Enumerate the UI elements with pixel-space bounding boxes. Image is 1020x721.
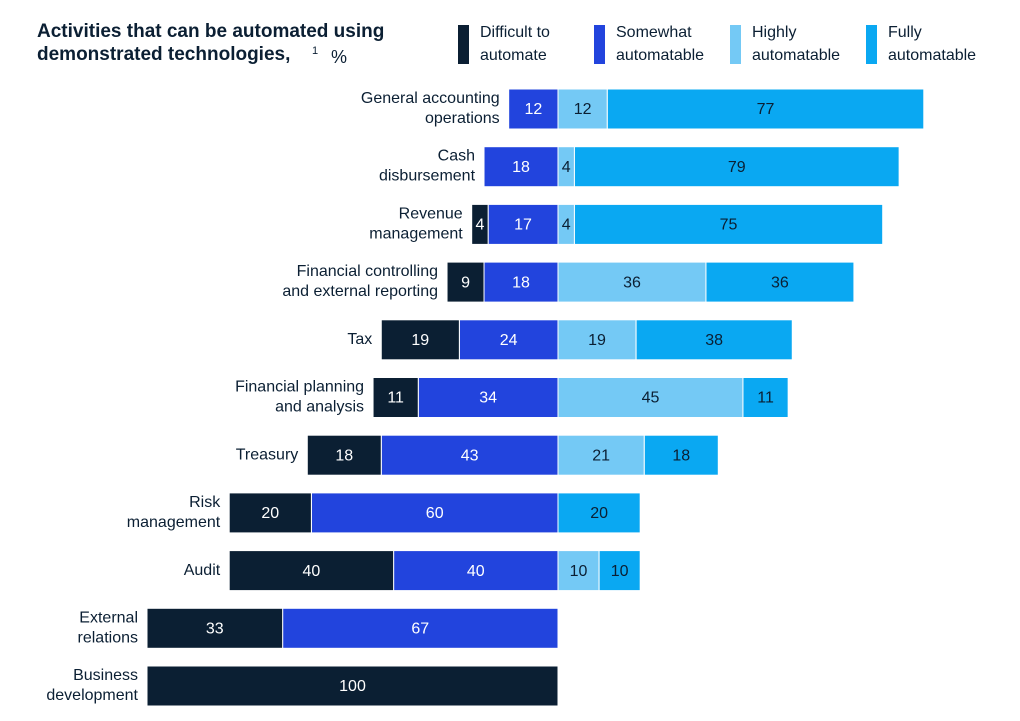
data-label: 36: [771, 274, 789, 291]
data-label: 10: [611, 563, 629, 580]
category-label: Financial planning and analysis: [235, 379, 364, 416]
bar-segment: [417, 377, 559, 418]
category-label: Treasury: [236, 446, 299, 463]
title-footnote: 1: [312, 45, 318, 57]
bar-segment: [606, 88, 925, 130]
bar-segment: [635, 319, 793, 361]
data-label: 20: [590, 505, 608, 522]
category-label: Cash disbursement: [379, 148, 476, 185]
data-label: 11: [387, 390, 404, 407]
legend-swatch: [458, 25, 469, 64]
data-label: 10: [570, 563, 588, 580]
data-label: 24: [500, 332, 518, 349]
bar-segment: [643, 434, 719, 476]
data-label: 60: [426, 505, 444, 522]
bar-segment: [483, 261, 559, 303]
title-unit: %: [331, 47, 347, 67]
chart-title: Activities that can be automated using de…: [37, 21, 384, 65]
data-label: 100: [339, 678, 366, 695]
bar-segment: [146, 607, 284, 649]
data-label: 36: [623, 274, 641, 291]
category-label: Business development: [46, 667, 138, 704]
bar-segment: [557, 319, 637, 361]
bar-segment: [146, 665, 559, 707]
data-label: 11: [757, 390, 774, 407]
legend-swatch: [730, 25, 741, 64]
category-label: General accounting operations: [361, 90, 500, 127]
data-label: 18: [512, 274, 530, 291]
bar-segment: [228, 550, 395, 592]
data-label: 40: [467, 563, 485, 580]
bar-segment: [228, 492, 312, 534]
data-label: 4: [562, 159, 571, 176]
bar-segment: [446, 261, 485, 303]
category-label: Tax: [347, 331, 372, 348]
category-label: Risk management: [127, 494, 221, 531]
data-label: 19: [411, 332, 429, 349]
data-label: 40: [303, 563, 321, 580]
bar-segment: [487, 203, 559, 245]
bar-segment: [282, 607, 559, 649]
data-label: 21: [592, 447, 610, 464]
legend-label: Fully automatable: [888, 24, 976, 64]
data-label: 67: [411, 621, 429, 638]
bar-segment: [508, 88, 559, 130]
data-label: 18: [335, 447, 353, 464]
category-label: Audit: [184, 562, 221, 579]
bar-segment: [557, 492, 641, 534]
bar-segment: [458, 319, 559, 361]
bar-segment: [380, 319, 460, 361]
data-label: 17: [514, 217, 532, 234]
data-label: 18: [672, 447, 690, 464]
bar-segment: [705, 261, 855, 303]
data-label: 4: [562, 217, 571, 234]
data-label: 34: [479, 390, 497, 407]
bar-segment: [380, 434, 559, 476]
legend-swatch: [594, 25, 605, 64]
data-label: 38: [705, 332, 723, 349]
bar-segment: [573, 203, 884, 245]
category-label: Revenue management: [369, 206, 463, 243]
bar-segment: [557, 377, 744, 418]
legend-swatch: [866, 25, 877, 64]
bar-segment: [573, 146, 900, 188]
data-label: 18: [512, 159, 530, 176]
bar-segment: [557, 434, 645, 476]
data-label: 12: [524, 101, 542, 118]
data-label: 19: [588, 332, 606, 349]
data-label: 12: [574, 101, 592, 118]
bar-segment: [742, 377, 789, 418]
data-label: 4: [475, 217, 484, 234]
data-label: 45: [642, 390, 660, 407]
data-label: 79: [728, 159, 746, 176]
data-label: 77: [757, 101, 775, 118]
bar-segment: [557, 261, 707, 303]
category-label: External relations: [78, 610, 138, 647]
bar-segment: [598, 550, 641, 592]
bar-segment: [310, 492, 559, 534]
legend-label: Somewhat automatable: [616, 24, 704, 64]
bar-segment: [557, 550, 600, 592]
category-label: Financial controlling and external report…: [282, 263, 438, 300]
bar-segment: [372, 377, 419, 418]
bar-segment: [393, 550, 559, 592]
bar-segment: [306, 434, 382, 476]
data-label: 20: [261, 505, 279, 522]
bar-segment: [483, 146, 559, 188]
data-label: 43: [461, 447, 479, 464]
data-label: 75: [720, 217, 738, 234]
data-label: 9: [461, 274, 470, 291]
legend-label: Highly automatable: [752, 24, 840, 64]
legend-label: Difficult to automate: [480, 24, 550, 64]
data-label: 33: [206, 621, 224, 638]
bar-segment: [471, 203, 489, 245]
